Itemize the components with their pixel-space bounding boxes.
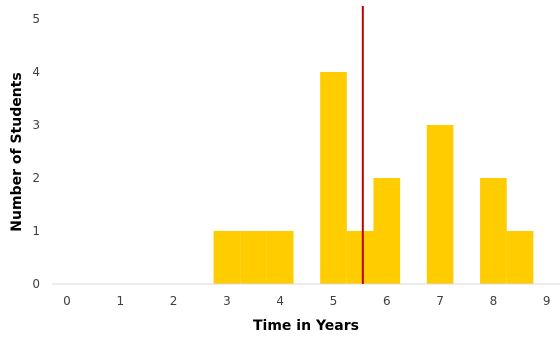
y-tick-label: 2 [32, 171, 40, 185]
x-tick-label: 8 [490, 294, 498, 308]
y-tick-label: 0 [32, 277, 40, 291]
histogram-bar [240, 231, 267, 284]
x-tick-label: 1 [116, 294, 124, 308]
bars-group [213, 72, 534, 284]
x-axis-ticks: 0 1 2 3 4 5 6 7 8 9 [63, 294, 550, 308]
y-tick-label: 1 [32, 224, 40, 238]
histogram-bar [480, 178, 507, 284]
histogram-bar [373, 178, 401, 284]
x-tick-label: 2 [170, 294, 178, 308]
x-tick-label: 5 [330, 294, 338, 308]
histogram-bar [320, 72, 347, 284]
x-axis-title: Time in Years [253, 318, 359, 334]
x-tick-label: 0 [63, 294, 71, 308]
histogram-bar [426, 125, 454, 284]
x-tick-label: 3 [223, 294, 231, 308]
y-tick-label: 3 [32, 118, 40, 132]
histogram-bar [266, 231, 294, 284]
histogram-bar [346, 231, 374, 284]
histogram-bar [213, 231, 241, 284]
y-axis-title: Number of Students [9, 72, 25, 231]
x-tick-label: 4 [276, 294, 284, 308]
y-tick-label: 5 [32, 12, 40, 26]
histogram-bar [506, 231, 534, 284]
x-tick-label: 6 [383, 294, 391, 308]
x-tick-label: 7 [436, 294, 444, 308]
y-axis-ticks: 0 1 2 3 4 5 [32, 12, 40, 291]
y-tick-label: 4 [32, 65, 40, 79]
x-tick-label: 9 [543, 294, 551, 308]
